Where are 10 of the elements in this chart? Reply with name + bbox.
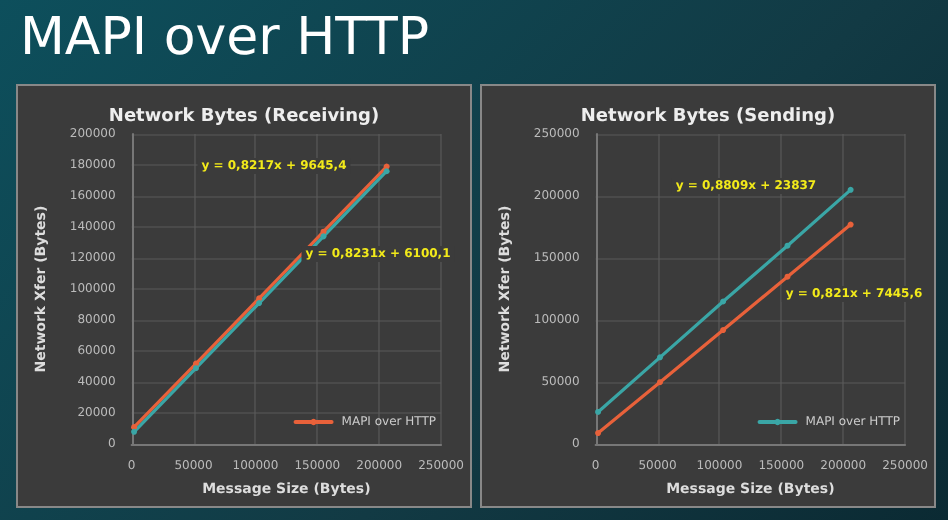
point xyxy=(847,221,854,228)
point xyxy=(720,298,727,305)
chart-title: Network Bytes (Sending) xyxy=(580,107,836,127)
text: MAPI over HTTP xyxy=(20,8,430,68)
chart-title: Network Bytes (Receiving) xyxy=(108,107,380,127)
point xyxy=(192,365,199,372)
point xyxy=(656,354,663,361)
point xyxy=(656,379,663,386)
point xyxy=(847,186,854,193)
point xyxy=(383,168,390,175)
